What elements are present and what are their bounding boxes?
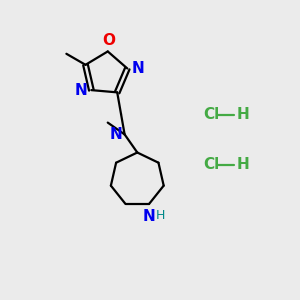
Text: Cl: Cl [203,157,219,172]
Text: N: N [143,209,155,224]
Text: Cl: Cl [203,107,219,122]
Text: N: N [132,61,145,76]
Text: O: O [103,33,116,48]
Text: N: N [110,127,122,142]
Text: H: H [237,107,250,122]
Text: H: H [155,209,165,222]
Text: H: H [237,157,250,172]
Text: N: N [75,82,88,98]
